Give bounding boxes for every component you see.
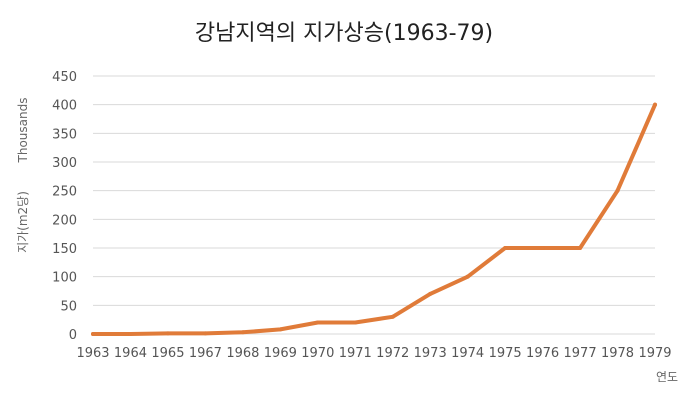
- y-tick-label: 50: [60, 299, 77, 314]
- data-point: [203, 331, 208, 336]
- data-point: [465, 274, 470, 279]
- y-tick-label: 200: [52, 213, 77, 228]
- x-tick-label: 1967: [189, 346, 222, 361]
- x-tick-labels: 1963 1964 1965 1967 1968 1969 1970 1971 1972 1973…: [76, 346, 671, 361]
- y-tick-label: 150: [52, 242, 77, 257]
- y-tick-label: 350: [52, 127, 77, 142]
- data-point: [165, 331, 170, 336]
- data-point: [278, 327, 283, 332]
- x-axis-label: 연도: [656, 370, 678, 384]
- x-tick-label: 1976: [526, 346, 559, 361]
- x-tick-label: 1963: [76, 346, 109, 361]
- y-units-label: Thousands: [16, 98, 30, 164]
- x-tick-label: 1968: [226, 346, 259, 361]
- data-point: [615, 188, 620, 193]
- y-tick-label: 300: [52, 156, 77, 171]
- data-point: [390, 314, 395, 319]
- x-tick-label: 1965: [151, 346, 184, 361]
- x-tick-label: 1969: [264, 346, 297, 361]
- x-tick-label: 1964: [114, 346, 147, 361]
- chart-title: 강남지역의 지가상승(1963-79): [195, 21, 493, 46]
- x-tick-label: 1973: [414, 346, 447, 361]
- data-point: [353, 320, 358, 325]
- y-axis-label: 지가(m2당): [16, 191, 30, 253]
- y-tick-labels: 0 50 100 150 200 250 300 350 400 450: [52, 70, 77, 343]
- x-tick-label: 1971: [339, 346, 372, 361]
- x-tick-label: 1975: [489, 346, 522, 361]
- y-tick-label: 400: [52, 99, 77, 114]
- y-tick-label: 0: [69, 328, 77, 343]
- data-point: [315, 320, 320, 325]
- x-tick-label: 1972: [376, 346, 409, 361]
- data-point: [578, 246, 583, 250]
- data-point: [503, 246, 508, 250]
- data-point: [428, 291, 433, 296]
- series-layer: [91, 102, 657, 336]
- data-point: [128, 332, 133, 336]
- series-line-0: [91, 102, 657, 336]
- y-tick-label: 450: [52, 70, 77, 85]
- data-point: [91, 332, 95, 336]
- data-point: [653, 102, 657, 107]
- y-tick-label: 100: [52, 271, 77, 286]
- data-point: [240, 330, 245, 335]
- x-tick-label: 1978: [601, 346, 634, 361]
- x-tick-label: 1977: [564, 346, 597, 361]
- x-tick-label: 1974: [451, 346, 484, 361]
- y-tick-label: 250: [52, 185, 77, 200]
- x-tick-label: 1970: [301, 346, 334, 361]
- gridlines: [93, 75, 655, 335]
- data-point: [540, 246, 545, 250]
- x-tick-label: 1979: [638, 346, 671, 361]
